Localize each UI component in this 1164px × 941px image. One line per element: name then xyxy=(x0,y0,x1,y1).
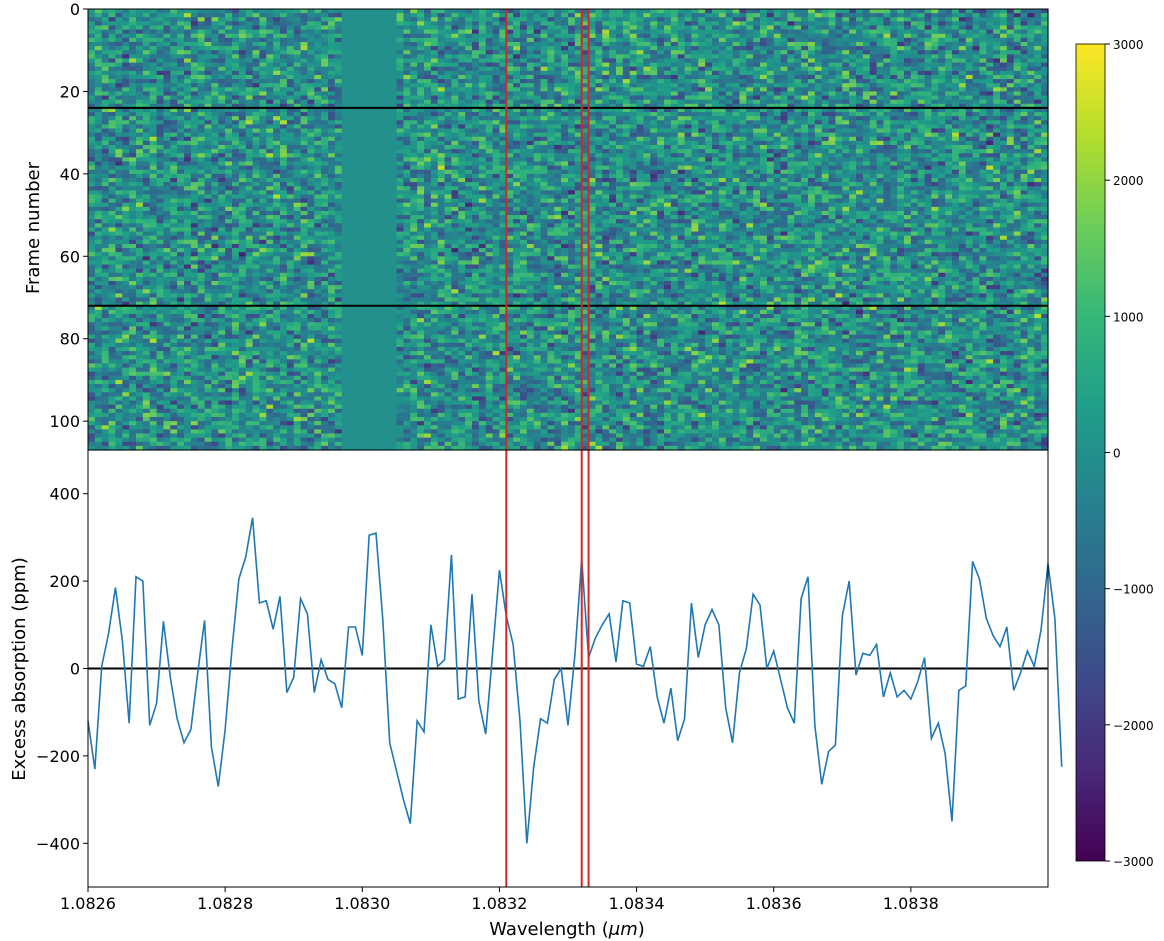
colorbar-tick-label: 3000 xyxy=(1113,38,1144,52)
plot-xtick-label: 1.0828 xyxy=(197,894,253,913)
plot-ytick-label: 400 xyxy=(49,485,80,504)
plot-ytick-label: 200 xyxy=(49,572,80,591)
plot-ylabel: Excess absorption (ppm) xyxy=(9,557,30,780)
heatmap-ytick-label: 0 xyxy=(70,0,80,19)
colorbar-ticks: 3000 2000 1000 0 −1000 −2000 −3000 xyxy=(1105,38,1154,869)
plot-xtick-label: 1.0838 xyxy=(883,894,939,913)
line-markers xyxy=(505,9,590,887)
absorption-series-line xyxy=(87,517,1063,844)
heatmap-ytick-label: 100 xyxy=(49,412,80,431)
heatmap-ytick-label: 80 xyxy=(60,330,80,349)
colorbar xyxy=(1075,43,1106,862)
plot-xtick-label: 1.0830 xyxy=(334,894,390,913)
colorbar-tick-label: 1000 xyxy=(1113,310,1144,324)
heatmap-ytick-label: 20 xyxy=(60,82,80,101)
heatmap-ytick-label: 40 xyxy=(60,165,80,184)
colorbar-tick-label: 2000 xyxy=(1113,174,1144,188)
plot-xtick-label: 1.0834 xyxy=(609,894,665,913)
plot-xtick-label: 1.0826 xyxy=(60,894,116,913)
colorbar-tick-label: −1000 xyxy=(1113,583,1154,597)
frame-heatmap xyxy=(88,9,1049,451)
plot-xtick-label: 1.0836 xyxy=(746,894,802,913)
plot-xtick-label: 1.0832 xyxy=(471,894,527,913)
excess-absorption-plot xyxy=(87,517,1063,844)
plot-xlabel: Wavelength (μm) xyxy=(489,919,645,940)
heatmap-ytick-label: 60 xyxy=(60,247,80,266)
plot-ytick-label: 0 xyxy=(70,660,80,679)
axis-ticks: 0 20 40 60 80 100 400 200 0 −200 −400 1.0826 1.0828 1… xyxy=(36,0,939,913)
plot-ytick-label: −200 xyxy=(36,747,80,766)
colorbar-tick-label: −3000 xyxy=(1113,855,1154,869)
colorbar-tick-label: 0 xyxy=(1113,447,1121,461)
plot-ytick-label: −400 xyxy=(36,834,80,853)
colorbar-tick-label: −2000 xyxy=(1113,719,1154,733)
heatmap-ylabel: Frame number xyxy=(23,161,44,294)
